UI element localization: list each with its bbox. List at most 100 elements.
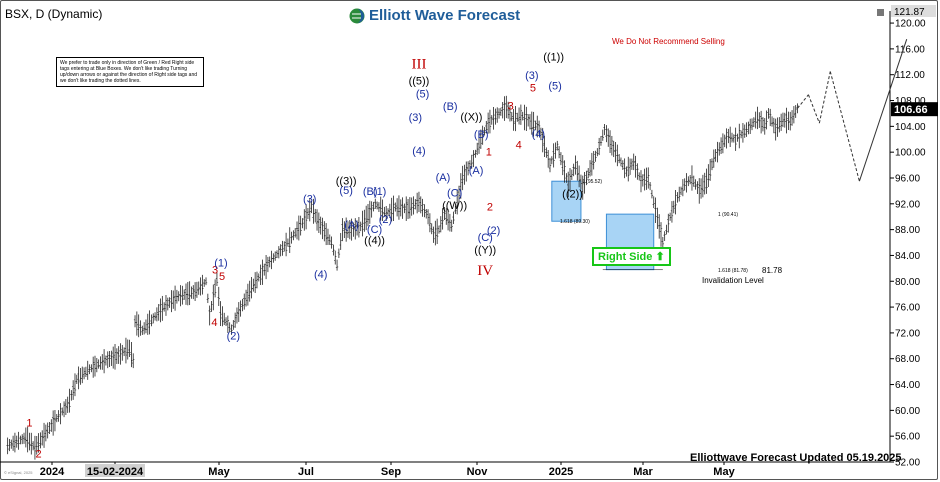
wave-label: (A)	[344, 219, 359, 231]
fib-label: 1.618 (89.30)	[560, 219, 590, 225]
y-tick-label: 80.00	[895, 277, 920, 288]
y-tick-label: 120.00	[895, 19, 926, 30]
y-tick-label: 64.00	[895, 380, 920, 391]
wave-label: (5)	[548, 81, 561, 93]
wave-label: (C)	[478, 232, 493, 244]
wave-label: (5)	[416, 88, 429, 100]
watermark: © eSignal, 2025	[4, 470, 33, 475]
wave-label: (C)	[447, 188, 462, 200]
projection-line	[829, 71, 860, 182]
x-tick-label: Jul	[298, 466, 314, 478]
y-tick-label: 108.00	[895, 96, 926, 107]
y-tick-label: 96.00	[895, 173, 920, 184]
wave-label: (1)	[214, 257, 227, 269]
wave-label: (2)	[379, 214, 392, 226]
wave-label: IV	[477, 263, 493, 279]
wave-label: (4)	[314, 269, 327, 281]
wave-label: (1)	[373, 186, 386, 198]
fib-label: 1 (90.41)	[718, 212, 738, 218]
top-value-box	[891, 5, 936, 17]
wave-label: 4	[211, 317, 217, 329]
ohlc-bars	[6, 95, 799, 460]
wave-label: ((2))	[562, 188, 583, 200]
y-tick-label: 60.00	[895, 406, 920, 417]
projection-line	[858, 39, 908, 182]
x-tick-label: Sep	[381, 466, 401, 478]
y-tick-label: 68.00	[895, 354, 920, 365]
wave-label: (3)	[409, 112, 422, 124]
x-tick-label: May	[208, 466, 230, 478]
projection-line	[807, 94, 820, 124]
trading-note: We prefer to trade only in direction of …	[56, 57, 204, 87]
projection-line	[818, 71, 831, 124]
wave-label: 5	[530, 82, 536, 94]
wave-label: 3	[508, 101, 514, 113]
wave-label: (A)	[436, 172, 451, 184]
wave-label: (3)	[303, 194, 316, 206]
wave-label: (5)	[339, 185, 352, 197]
x-highlight	[85, 464, 145, 477]
y-tick-label: 112.00	[895, 70, 925, 81]
x-tick-label: 15-02-2024	[87, 466, 144, 478]
y-tick-label: 76.00	[895, 303, 920, 314]
wave-label: ((1))	[543, 52, 564, 64]
wave-label: (3)	[525, 70, 538, 82]
right-side-tag: Right Side ⬆	[592, 247, 671, 266]
wave-label: ((Y))	[474, 245, 496, 257]
y-tick-label: 56.00	[895, 432, 920, 443]
x-tick-label: 2024	[40, 466, 65, 478]
wave-label: (2)	[487, 225, 500, 237]
wave-label: (A)	[469, 165, 484, 177]
wave-label: (2)	[227, 330, 240, 342]
y-tick-label: 116.00	[895, 44, 925, 55]
x-tick-label: Mar	[633, 466, 653, 478]
fib-label: 1.618 (81.78)	[718, 268, 748, 274]
wave-label: 2	[487, 201, 493, 213]
right-side-label: Right Side	[598, 251, 653, 263]
wave-label: ((4))	[364, 235, 385, 247]
y-tick-label: 100.00	[895, 148, 926, 159]
wave-label: (B)	[443, 101, 458, 113]
settings-icon[interactable]	[877, 9, 884, 16]
x-tick-label: May	[713, 466, 735, 478]
y-tick-label: 84.00	[895, 251, 920, 262]
wave-label: 1	[486, 146, 492, 158]
logo-globe-icon	[349, 8, 365, 23]
wave-label: ((W))	[442, 200, 467, 212]
wave-label: 4	[516, 139, 522, 151]
wave-label: (B)	[474, 129, 489, 141]
invalidation-label: Invalidation Level	[702, 276, 764, 285]
wave-label: (4)	[532, 128, 545, 140]
blue-box	[551, 180, 582, 222]
last-price-box	[891, 102, 938, 117]
wave-label: (B)	[363, 186, 378, 198]
y-tick-label: 104.00	[895, 122, 926, 133]
wave-label: ((5))	[409, 75, 430, 87]
top-value-label: 121.87	[894, 7, 925, 18]
updated-text: Elliottwave Forecast Updated 05.19.2025	[690, 452, 902, 464]
fib-label: 1 (95.52)	[582, 179, 602, 185]
invalidation-value: 81.78	[762, 266, 783, 275]
y-tick-label: 52.00	[895, 458, 920, 469]
y-tick-label: 72.00	[895, 328, 920, 339]
wave-label: (C)	[367, 224, 382, 236]
wave-label: (4)	[412, 146, 425, 158]
wave-label: 1	[26, 417, 32, 429]
wave-label: III	[411, 56, 426, 72]
brand-logo: Elliott Wave Forecast	[349, 7, 520, 24]
wave-label: ((3))	[336, 175, 357, 187]
warning-text: We Do Not Recommend Selling	[612, 37, 725, 46]
logo-text: Elliott Wave Forecast	[369, 7, 521, 24]
wave-label: 3	[212, 265, 218, 277]
y-tick-label: 92.00	[895, 199, 920, 210]
wave-label: ((X))	[460, 112, 482, 124]
projection-line	[797, 94, 809, 109]
x-tick-label: 2025	[549, 466, 573, 478]
last-price-label: 106.66	[894, 104, 928, 116]
chart-title: BSX, D (Dynamic)	[5, 7, 103, 21]
wave-label: 2	[36, 448, 42, 460]
y-tick-label: 88.00	[895, 225, 920, 236]
wave-label: 5	[219, 271, 225, 283]
